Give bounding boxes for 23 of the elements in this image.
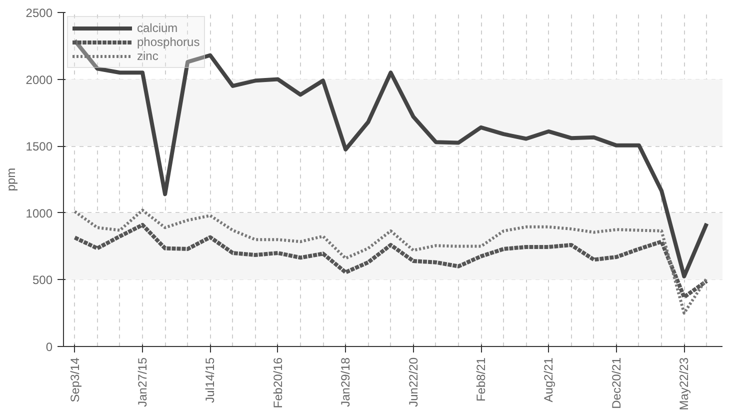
x-tick-label: Aug2/21 (542, 357, 556, 402)
legend-label: phosphorus (137, 35, 200, 49)
line-series (73, 208, 708, 315)
y-tick-label: 500 (32, 273, 53, 288)
line-series (72, 222, 709, 300)
y-tick-label: 2500 (26, 6, 53, 20)
y-axis-title: ppm (4, 168, 18, 192)
line-series (72, 38, 709, 278)
y-tick-label: 1000 (26, 206, 53, 220)
y-tick-label: 1500 (26, 140, 53, 154)
x-tick-label: Feb8/21 (474, 357, 488, 402)
y-tick-label: 0 (46, 340, 53, 354)
x-tick-label: Jul14/15 (203, 357, 218, 403)
legend-label: calcium (137, 21, 178, 35)
x-tick-label: Jan29/18 (338, 357, 353, 407)
legend-label: zinc (137, 49, 158, 63)
x-tick-label: Sep3/14 (68, 357, 82, 402)
x-tick-label: Jun22/20 (406, 357, 420, 407)
x-tick-label: Jan27/15 (135, 357, 150, 407)
x-tick-label: Dec20/21 (609, 357, 624, 409)
x-tick-label: Feb20/16 (270, 357, 285, 408)
y-tick-label: 2000 (26, 72, 53, 87)
x-tick-label: May22/23 (677, 357, 692, 410)
